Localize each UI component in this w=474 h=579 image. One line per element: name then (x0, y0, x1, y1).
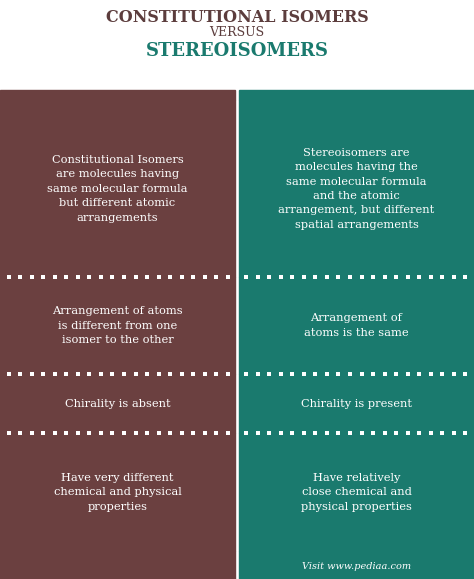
Bar (0, 433, 235, 551)
Bar (239, 100, 474, 277)
Bar (239, 277, 474, 374)
Text: Arrangement of atoms
is different from one
isomer to the other: Arrangement of atoms is different from o… (52, 306, 183, 345)
Text: Have relatively
close chemical and
physical properties: Have relatively close chemical and physi… (301, 472, 412, 511)
Bar (0, 277, 235, 374)
Bar (239, 90, 474, 100)
Text: STEREOISOMERS: STEREOISOMERS (146, 42, 328, 60)
Bar (0, 374, 235, 433)
Bar (239, 433, 474, 551)
Text: VERSUS: VERSUS (210, 26, 264, 39)
Text: Arrangement of
atoms is the same: Arrangement of atoms is the same (304, 313, 409, 338)
Bar (0, 90, 235, 100)
Text: Constitutional Isomers
are molecules having
same molecular formula
but different: Constitutional Isomers are molecules hav… (47, 155, 188, 222)
Text: Chirality is present: Chirality is present (301, 398, 412, 409)
Text: Have very different
chemical and physical
properties: Have very different chemical and physica… (54, 472, 182, 511)
Text: Stereoisomers are
molecules having the
same molecular formula
and the atomic
arr: Stereoisomers are molecules having the s… (278, 148, 435, 230)
Bar (239, 551, 474, 579)
Bar (0, 100, 235, 277)
Bar (239, 374, 474, 433)
Text: CONSTITUTIONAL ISOMERS: CONSTITUTIONAL ISOMERS (106, 9, 368, 25)
Bar (0, 551, 235, 579)
Text: Chirality is absent: Chirality is absent (65, 398, 170, 409)
Text: Visit www.pediaa.com: Visit www.pediaa.com (302, 562, 411, 571)
